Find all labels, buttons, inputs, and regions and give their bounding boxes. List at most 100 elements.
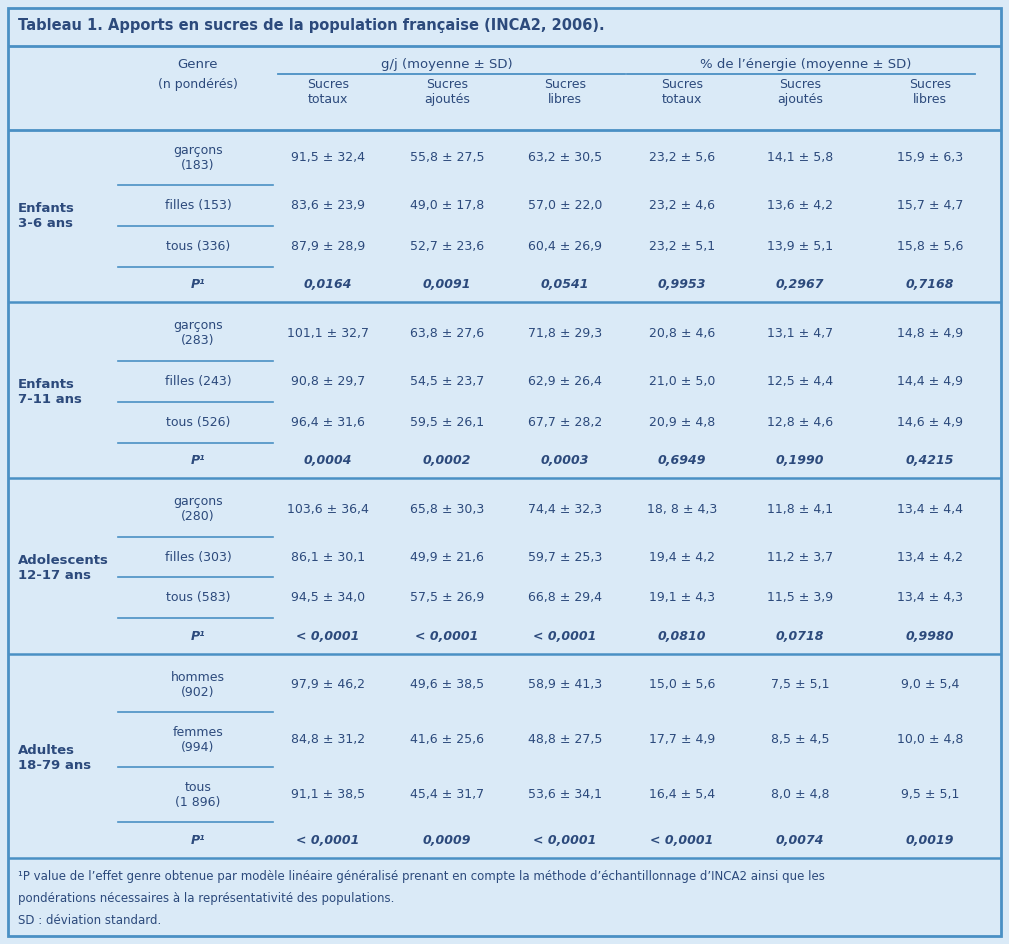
Text: 63,2 ± 30,5: 63,2 ± 30,5 xyxy=(528,151,602,164)
Text: 62,9 ± 26,4: 62,9 ± 26,4 xyxy=(528,375,602,388)
Text: 0,0541: 0,0541 xyxy=(541,278,589,291)
Text: 14,6 ± 4,9: 14,6 ± 4,9 xyxy=(897,415,963,429)
Text: 13,9 ± 5,1: 13,9 ± 5,1 xyxy=(767,240,833,253)
Text: 23,2 ± 4,6: 23,2 ± 4,6 xyxy=(649,199,715,212)
Text: 96,4 ± 31,6: 96,4 ± 31,6 xyxy=(291,415,365,429)
Text: 94,5 ± 34,0: 94,5 ± 34,0 xyxy=(291,591,365,604)
Text: 15,9 ± 6,3: 15,9 ± 6,3 xyxy=(897,151,963,164)
Text: 7,5 ± 5,1: 7,5 ± 5,1 xyxy=(771,679,829,691)
Text: P¹: P¹ xyxy=(191,278,205,291)
Text: 54,5 ± 23,7: 54,5 ± 23,7 xyxy=(410,375,484,388)
Text: 74,4 ± 32,3: 74,4 ± 32,3 xyxy=(528,502,602,515)
Text: 13,1 ± 4,7: 13,1 ± 4,7 xyxy=(767,327,833,340)
Text: 13,4 ± 4,3: 13,4 ± 4,3 xyxy=(897,591,963,604)
Text: 10,0 ± 4,8: 10,0 ± 4,8 xyxy=(897,733,964,747)
Text: % de l’énergie (moyenne ± SD): % de l’énergie (moyenne ± SD) xyxy=(700,58,912,71)
Text: 91,1 ± 38,5: 91,1 ± 38,5 xyxy=(291,788,365,801)
Text: Adolescents
12-17 ans: Adolescents 12-17 ans xyxy=(18,554,109,582)
Text: 12,8 ± 4,6: 12,8 ± 4,6 xyxy=(767,415,833,429)
Text: 57,0 ± 22,0: 57,0 ± 22,0 xyxy=(528,199,602,212)
Text: 86,1 ± 30,1: 86,1 ± 30,1 xyxy=(291,550,365,564)
Text: 45,4 ± 31,7: 45,4 ± 31,7 xyxy=(410,788,484,801)
Text: < 0,0001: < 0,0001 xyxy=(534,630,596,643)
Text: 0,0091: 0,0091 xyxy=(423,278,471,291)
Text: 21,0 ± 5,0: 21,0 ± 5,0 xyxy=(649,375,715,388)
Text: 49,6 ± 38,5: 49,6 ± 38,5 xyxy=(410,679,484,691)
Text: garçons
(280): garçons (280) xyxy=(174,495,223,523)
Text: 58,9 ± 41,3: 58,9 ± 41,3 xyxy=(528,679,602,691)
Text: 83,6 ± 23,9: 83,6 ± 23,9 xyxy=(291,199,365,212)
Text: Genre: Genre xyxy=(178,58,218,71)
Text: 41,6 ± 25,6: 41,6 ± 25,6 xyxy=(410,733,484,747)
Text: filles (303): filles (303) xyxy=(164,550,231,564)
Text: 0,0019: 0,0019 xyxy=(906,834,955,847)
Text: 0,0810: 0,0810 xyxy=(658,630,706,643)
Text: tous (336): tous (336) xyxy=(165,240,230,253)
Text: pondérations nécessaires à la représentativité des populations.: pondérations nécessaires à la représenta… xyxy=(18,892,395,905)
Text: < 0,0001: < 0,0001 xyxy=(416,630,478,643)
Text: 0,0009: 0,0009 xyxy=(423,834,471,847)
Text: 0,0718: 0,0718 xyxy=(776,630,824,643)
Text: Sucres
totaux: Sucres totaux xyxy=(307,78,349,106)
Text: 71,8 ± 29,3: 71,8 ± 29,3 xyxy=(528,327,602,340)
Text: 0,4215: 0,4215 xyxy=(906,454,955,466)
Text: 49,0 ± 17,8: 49,0 ± 17,8 xyxy=(410,199,484,212)
Text: 59,5 ± 26,1: 59,5 ± 26,1 xyxy=(410,415,484,429)
Text: ¹P value de l’effet genre obtenue par modèle linéaire généralisé prenant en comp: ¹P value de l’effet genre obtenue par mo… xyxy=(18,870,825,883)
Text: 16,4 ± 5,4: 16,4 ± 5,4 xyxy=(649,788,715,801)
Text: garçons
(283): garçons (283) xyxy=(174,319,223,347)
Text: 60,4 ± 26,9: 60,4 ± 26,9 xyxy=(528,240,602,253)
Text: 48,8 ± 27,5: 48,8 ± 27,5 xyxy=(528,733,602,747)
Text: femmes
(994): femmes (994) xyxy=(173,726,223,754)
Text: (n pondérés): (n pondérés) xyxy=(158,78,238,91)
Text: 20,9 ± 4,8: 20,9 ± 4,8 xyxy=(649,415,715,429)
Text: 13,6 ± 4,2: 13,6 ± 4,2 xyxy=(767,199,833,212)
Text: 11,2 ± 3,7: 11,2 ± 3,7 xyxy=(767,550,833,564)
Text: 63,8 ± 27,6: 63,8 ± 27,6 xyxy=(410,327,484,340)
Text: 0,0004: 0,0004 xyxy=(304,454,352,466)
Text: 23,2 ± 5,6: 23,2 ± 5,6 xyxy=(649,151,715,164)
Text: g/j (moyenne ± SD): g/j (moyenne ± SD) xyxy=(380,58,513,71)
Text: 66,8 ± 29,4: 66,8 ± 29,4 xyxy=(528,591,602,604)
Text: 11,8 ± 4,1: 11,8 ± 4,1 xyxy=(767,502,833,515)
Text: hommes
(902): hommes (902) xyxy=(171,671,225,699)
Text: 13,4 ± 4,2: 13,4 ± 4,2 xyxy=(897,550,963,564)
Text: Tableau 1. Apports en sucres de la population française (INCA2, 2006).: Tableau 1. Apports en sucres de la popul… xyxy=(18,18,604,33)
Text: < 0,0001: < 0,0001 xyxy=(297,834,359,847)
Text: 0,7168: 0,7168 xyxy=(906,278,955,291)
Text: 14,4 ± 4,9: 14,4 ± 4,9 xyxy=(897,375,963,388)
Text: 15,0 ± 5,6: 15,0 ± 5,6 xyxy=(649,679,715,691)
Text: 11,5 ± 3,9: 11,5 ± 3,9 xyxy=(767,591,833,604)
Text: 101,1 ± 32,7: 101,1 ± 32,7 xyxy=(287,327,369,340)
Text: tous (583): tous (583) xyxy=(165,591,230,604)
Text: Enfants
7-11 ans: Enfants 7-11 ans xyxy=(18,378,82,406)
Text: < 0,0001: < 0,0001 xyxy=(297,630,359,643)
Text: Enfants
3-6 ans: Enfants 3-6 ans xyxy=(18,202,75,230)
Text: < 0,0001: < 0,0001 xyxy=(534,834,596,847)
Text: 53,6 ± 34,1: 53,6 ± 34,1 xyxy=(528,788,602,801)
Text: 0,9953: 0,9953 xyxy=(658,278,706,291)
Text: 59,7 ± 25,3: 59,7 ± 25,3 xyxy=(528,550,602,564)
Text: 14,1 ± 5,8: 14,1 ± 5,8 xyxy=(767,151,833,164)
Text: 13,4 ± 4,4: 13,4 ± 4,4 xyxy=(897,502,963,515)
Text: P¹: P¹ xyxy=(191,454,205,466)
Text: 15,8 ± 5,6: 15,8 ± 5,6 xyxy=(897,240,964,253)
Text: 97,9 ± 46,2: 97,9 ± 46,2 xyxy=(291,679,365,691)
Text: Sucres
ajoutés: Sucres ajoutés xyxy=(777,78,823,106)
Text: 8,5 ± 4,5: 8,5 ± 4,5 xyxy=(771,733,829,747)
Text: 17,7 ± 4,9: 17,7 ± 4,9 xyxy=(649,733,715,747)
Text: SD : déviation standard.: SD : déviation standard. xyxy=(18,914,161,927)
Text: filles (243): filles (243) xyxy=(164,375,231,388)
Text: 84,8 ± 31,2: 84,8 ± 31,2 xyxy=(291,733,365,747)
Text: < 0,0001: < 0,0001 xyxy=(651,834,713,847)
Text: 23,2 ± 5,1: 23,2 ± 5,1 xyxy=(649,240,715,253)
Text: P¹: P¹ xyxy=(191,630,205,643)
Text: 91,5 ± 32,4: 91,5 ± 32,4 xyxy=(291,151,365,164)
Text: Sucres
libres: Sucres libres xyxy=(544,78,586,106)
Text: 14,8 ± 4,9: 14,8 ± 4,9 xyxy=(897,327,963,340)
Text: Sucres
totaux: Sucres totaux xyxy=(661,78,703,106)
Text: Sucres
ajoutés: Sucres ajoutés xyxy=(424,78,470,106)
Text: Adultes
18-79 ans: Adultes 18-79 ans xyxy=(18,744,91,771)
Text: tous
(1 896): tous (1 896) xyxy=(176,781,221,809)
Text: garçons
(183): garçons (183) xyxy=(174,143,223,172)
